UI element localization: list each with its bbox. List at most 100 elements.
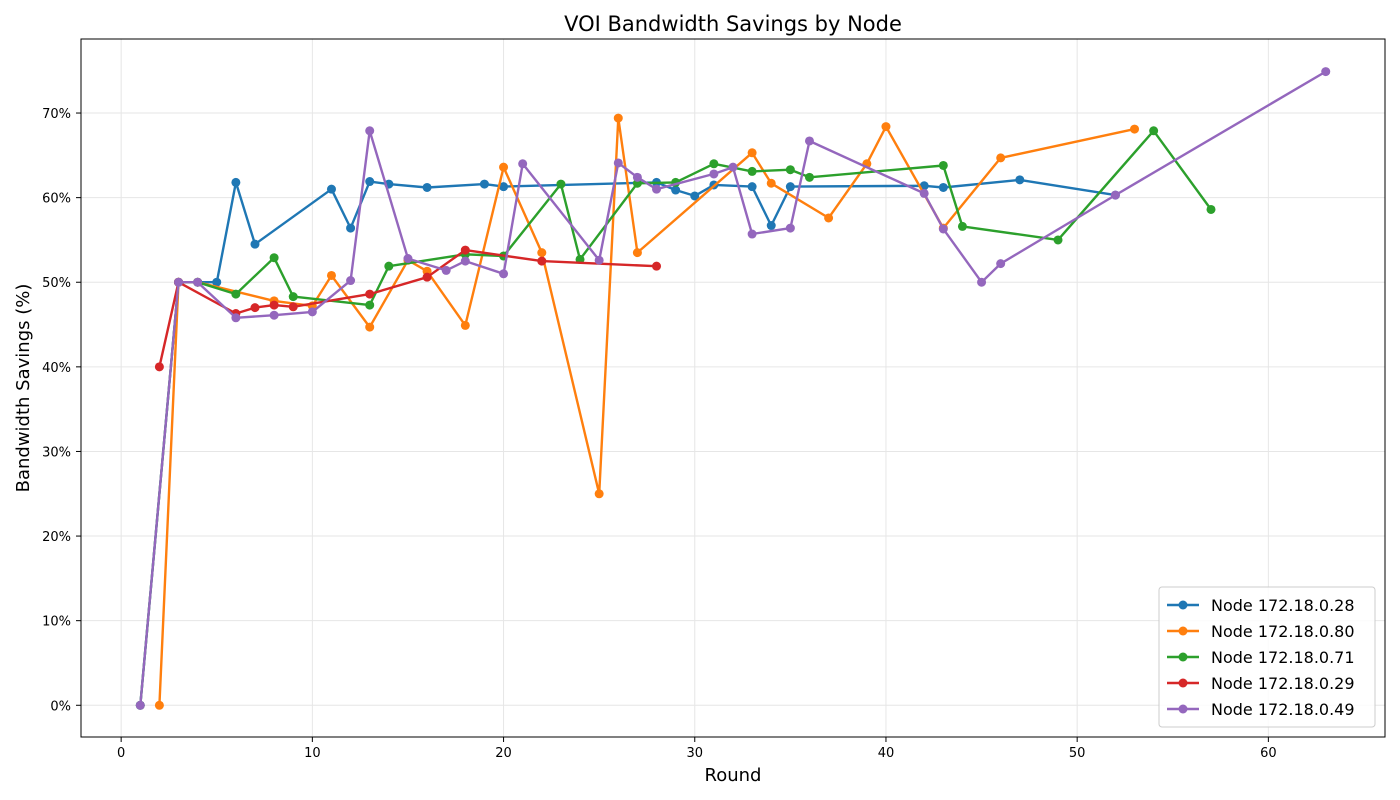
data-point <box>1053 235 1063 245</box>
data-point <box>365 126 375 136</box>
data-point <box>326 270 336 280</box>
data-point <box>594 255 604 265</box>
data-point <box>422 272 432 282</box>
x-tick-label: 40 <box>878 746 895 761</box>
data-point <box>709 169 719 179</box>
data-point <box>479 179 489 189</box>
data-point <box>460 256 470 266</box>
data-point <box>499 269 509 279</box>
data-point <box>824 213 834 223</box>
x-tick-label: 60 <box>1260 746 1277 761</box>
data-point <box>193 277 203 287</box>
y-tick-label: 60% <box>42 192 71 207</box>
data-point <box>881 122 891 132</box>
data-point <box>977 277 987 287</box>
x-tick-label: 20 <box>495 746 512 761</box>
x-tick-label: 30 <box>686 746 703 761</box>
y-tick-label: 30% <box>42 445 71 460</box>
data-point <box>690 191 700 201</box>
data-point <box>632 248 642 258</box>
legend-label: Node 172.18.0.49 <box>1211 700 1355 719</box>
data-point <box>1321 67 1331 77</box>
legend-swatch-marker <box>1178 678 1188 688</box>
data-point <box>365 289 375 299</box>
legend: Node 172.18.0.28 Node 172.18.0.80 Node 172… <box>1158 586 1376 728</box>
data-point <box>269 253 279 263</box>
data-point <box>307 307 317 317</box>
data-point <box>804 172 814 182</box>
data-point <box>288 302 298 312</box>
data-point <box>709 159 719 169</box>
x-tick-label: 50 <box>1069 746 1086 761</box>
data-point <box>365 300 375 310</box>
y-tick-label: 70% <box>42 107 71 122</box>
data-point <box>460 245 470 255</box>
legend-label: Node 172.18.0.80 <box>1211 622 1355 641</box>
data-point <box>728 162 738 172</box>
data-point <box>1206 204 1216 214</box>
data-point <box>422 182 432 192</box>
data-point <box>365 177 375 187</box>
data-point <box>652 184 662 194</box>
legend-label: Node 172.18.0.29 <box>1211 674 1355 693</box>
data-point <box>1015 175 1025 185</box>
data-point <box>174 277 184 287</box>
legend-label: Node 172.18.0.71 <box>1211 648 1355 667</box>
data-point <box>231 177 241 187</box>
data-point <box>671 185 681 195</box>
data-point <box>537 248 547 258</box>
data-point <box>996 153 1006 163</box>
data-point <box>919 188 929 198</box>
x-tick-label: 0 <box>117 746 125 761</box>
data-point <box>804 136 814 146</box>
data-point <box>250 303 260 313</box>
x-axis-label: Round <box>705 765 762 786</box>
series-line <box>139 178 1116 706</box>
data-point <box>785 223 795 233</box>
data-point <box>996 259 1006 269</box>
data-point <box>384 261 394 271</box>
series-layer <box>135 67 1331 710</box>
data-point <box>938 224 948 234</box>
legend-swatch-marker <box>1178 652 1188 662</box>
data-point <box>365 322 375 332</box>
data-point <box>957 221 967 231</box>
data-point <box>154 362 164 372</box>
data-point <box>499 162 509 172</box>
data-point <box>766 221 776 231</box>
data-point <box>346 276 356 286</box>
legend-label: Node 172.18.0.28 <box>1211 596 1355 615</box>
data-point <box>785 182 795 192</box>
data-point <box>403 254 413 264</box>
data-point <box>499 182 509 192</box>
data-point <box>154 700 164 710</box>
data-point <box>938 160 948 170</box>
data-point <box>346 223 356 233</box>
plot-frame <box>80 38 1386 738</box>
data-point <box>632 172 642 182</box>
tick-layer: 0 10 20 30 40 50 60 0% 10% 20% 30% 40% 50% 60% 70% <box>42 107 1277 761</box>
data-point <box>747 166 757 176</box>
legend-swatch-marker <box>1178 704 1188 714</box>
legend-swatch-marker <box>1178 626 1188 636</box>
grid <box>81 39 1385 737</box>
data-point <box>556 179 566 189</box>
data-point <box>231 289 241 299</box>
data-point <box>269 300 279 310</box>
data-point <box>747 148 757 158</box>
series-line <box>139 70 1327 706</box>
data-point <box>1130 124 1140 134</box>
y-tick-label: 10% <box>42 615 71 630</box>
data-point <box>785 165 795 175</box>
data-point <box>326 184 336 194</box>
data-point <box>766 178 776 188</box>
series-4 <box>135 67 1331 710</box>
x-tick-label: 10 <box>304 746 321 761</box>
data-point <box>938 182 948 192</box>
chart-title: VOI Bandwidth Savings by Node <box>564 12 902 36</box>
data-point <box>250 239 260 249</box>
legend-swatch-marker <box>1178 600 1188 610</box>
legend-box <box>1158 586 1376 728</box>
y-tick-label: 20% <box>42 530 71 545</box>
